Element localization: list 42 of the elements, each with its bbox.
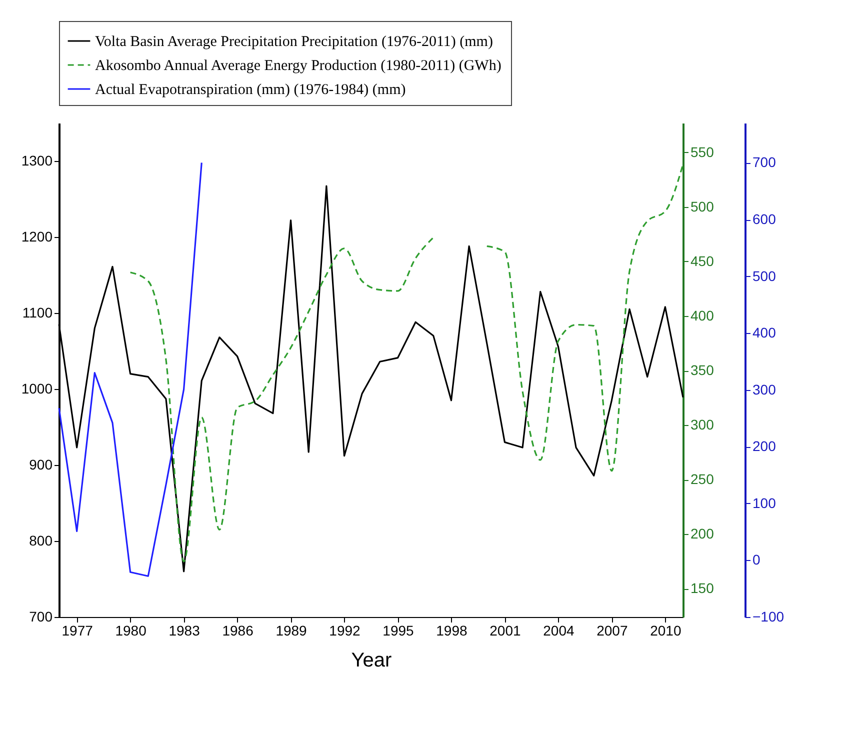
- y3-tick-label: 100: [752, 494, 776, 511]
- y3-tick-label: 500: [752, 268, 776, 284]
- y2-tick-label: 450: [690, 252, 714, 269]
- x-tick-label: 1977: [62, 622, 94, 638]
- x-tick-label: 2001: [490, 622, 521, 638]
- y2-tick-label: 150: [690, 580, 714, 596]
- y2-tick-label: 550: [690, 144, 714, 160]
- y-tick-label: 800: [29, 532, 53, 548]
- legend-label: Actual Evapotranspiration (mm) (1976-1984) (mm): [95, 82, 406, 98]
- y3-tick-label: 700: [752, 154, 776, 170]
- x-tick-label: 2010: [650, 622, 682, 638]
- x-axis-title: Year: [351, 650, 392, 672]
- x-tick-label: 2007: [596, 622, 628, 638]
- line-series: [58, 162, 202, 577]
- x-tick-label: 1995: [382, 622, 414, 638]
- y2-tick-label: 200: [690, 526, 714, 542]
- x-tick-label: 1998: [436, 622, 468, 638]
- y-tick-label: 1200: [21, 228, 53, 244]
- y3-tick-label: 200: [752, 438, 776, 454]
- y2-tick-label: 250: [690, 471, 714, 488]
- y-tick-label: 900: [29, 456, 53, 472]
- y2-tick-label: 300: [690, 416, 714, 433]
- x-tick-label: 1989: [276, 622, 308, 638]
- y2-tick-label: 350: [690, 362, 714, 378]
- y3-tick-label: 300: [752, 381, 776, 398]
- y3-tick-label: 600: [752, 211, 776, 228]
- y-tick-label: 700: [29, 608, 53, 624]
- legend-label: Akosombo Annual Average Energy Production (1980-2011) (GWh): [95, 58, 502, 74]
- y2-tick-label: 400: [690, 308, 714, 324]
- y3-tick-label: −100: [752, 608, 784, 624]
- y2-tick-label: 500: [690, 198, 714, 214]
- x-tick-label: 1992: [329, 622, 361, 638]
- x-tick-label: 2004: [543, 622, 574, 638]
- x-tick-label: 1986: [222, 622, 254, 638]
- y3-tick-label: 400: [752, 324, 776, 341]
- y-tick-label: 1000: [21, 380, 53, 396]
- y3-tick-label: 0: [752, 552, 760, 568]
- legend-label: Volta Basin Average Precipitation Precipitation (1976-2011) (mm): [95, 34, 493, 50]
- y-tick-label: 1100: [22, 304, 53, 320]
- x-tick-label: 1983: [168, 622, 200, 638]
- x-tick-label: 1980: [115, 622, 147, 638]
- y-tick-label: 1300: [21, 152, 53, 168]
